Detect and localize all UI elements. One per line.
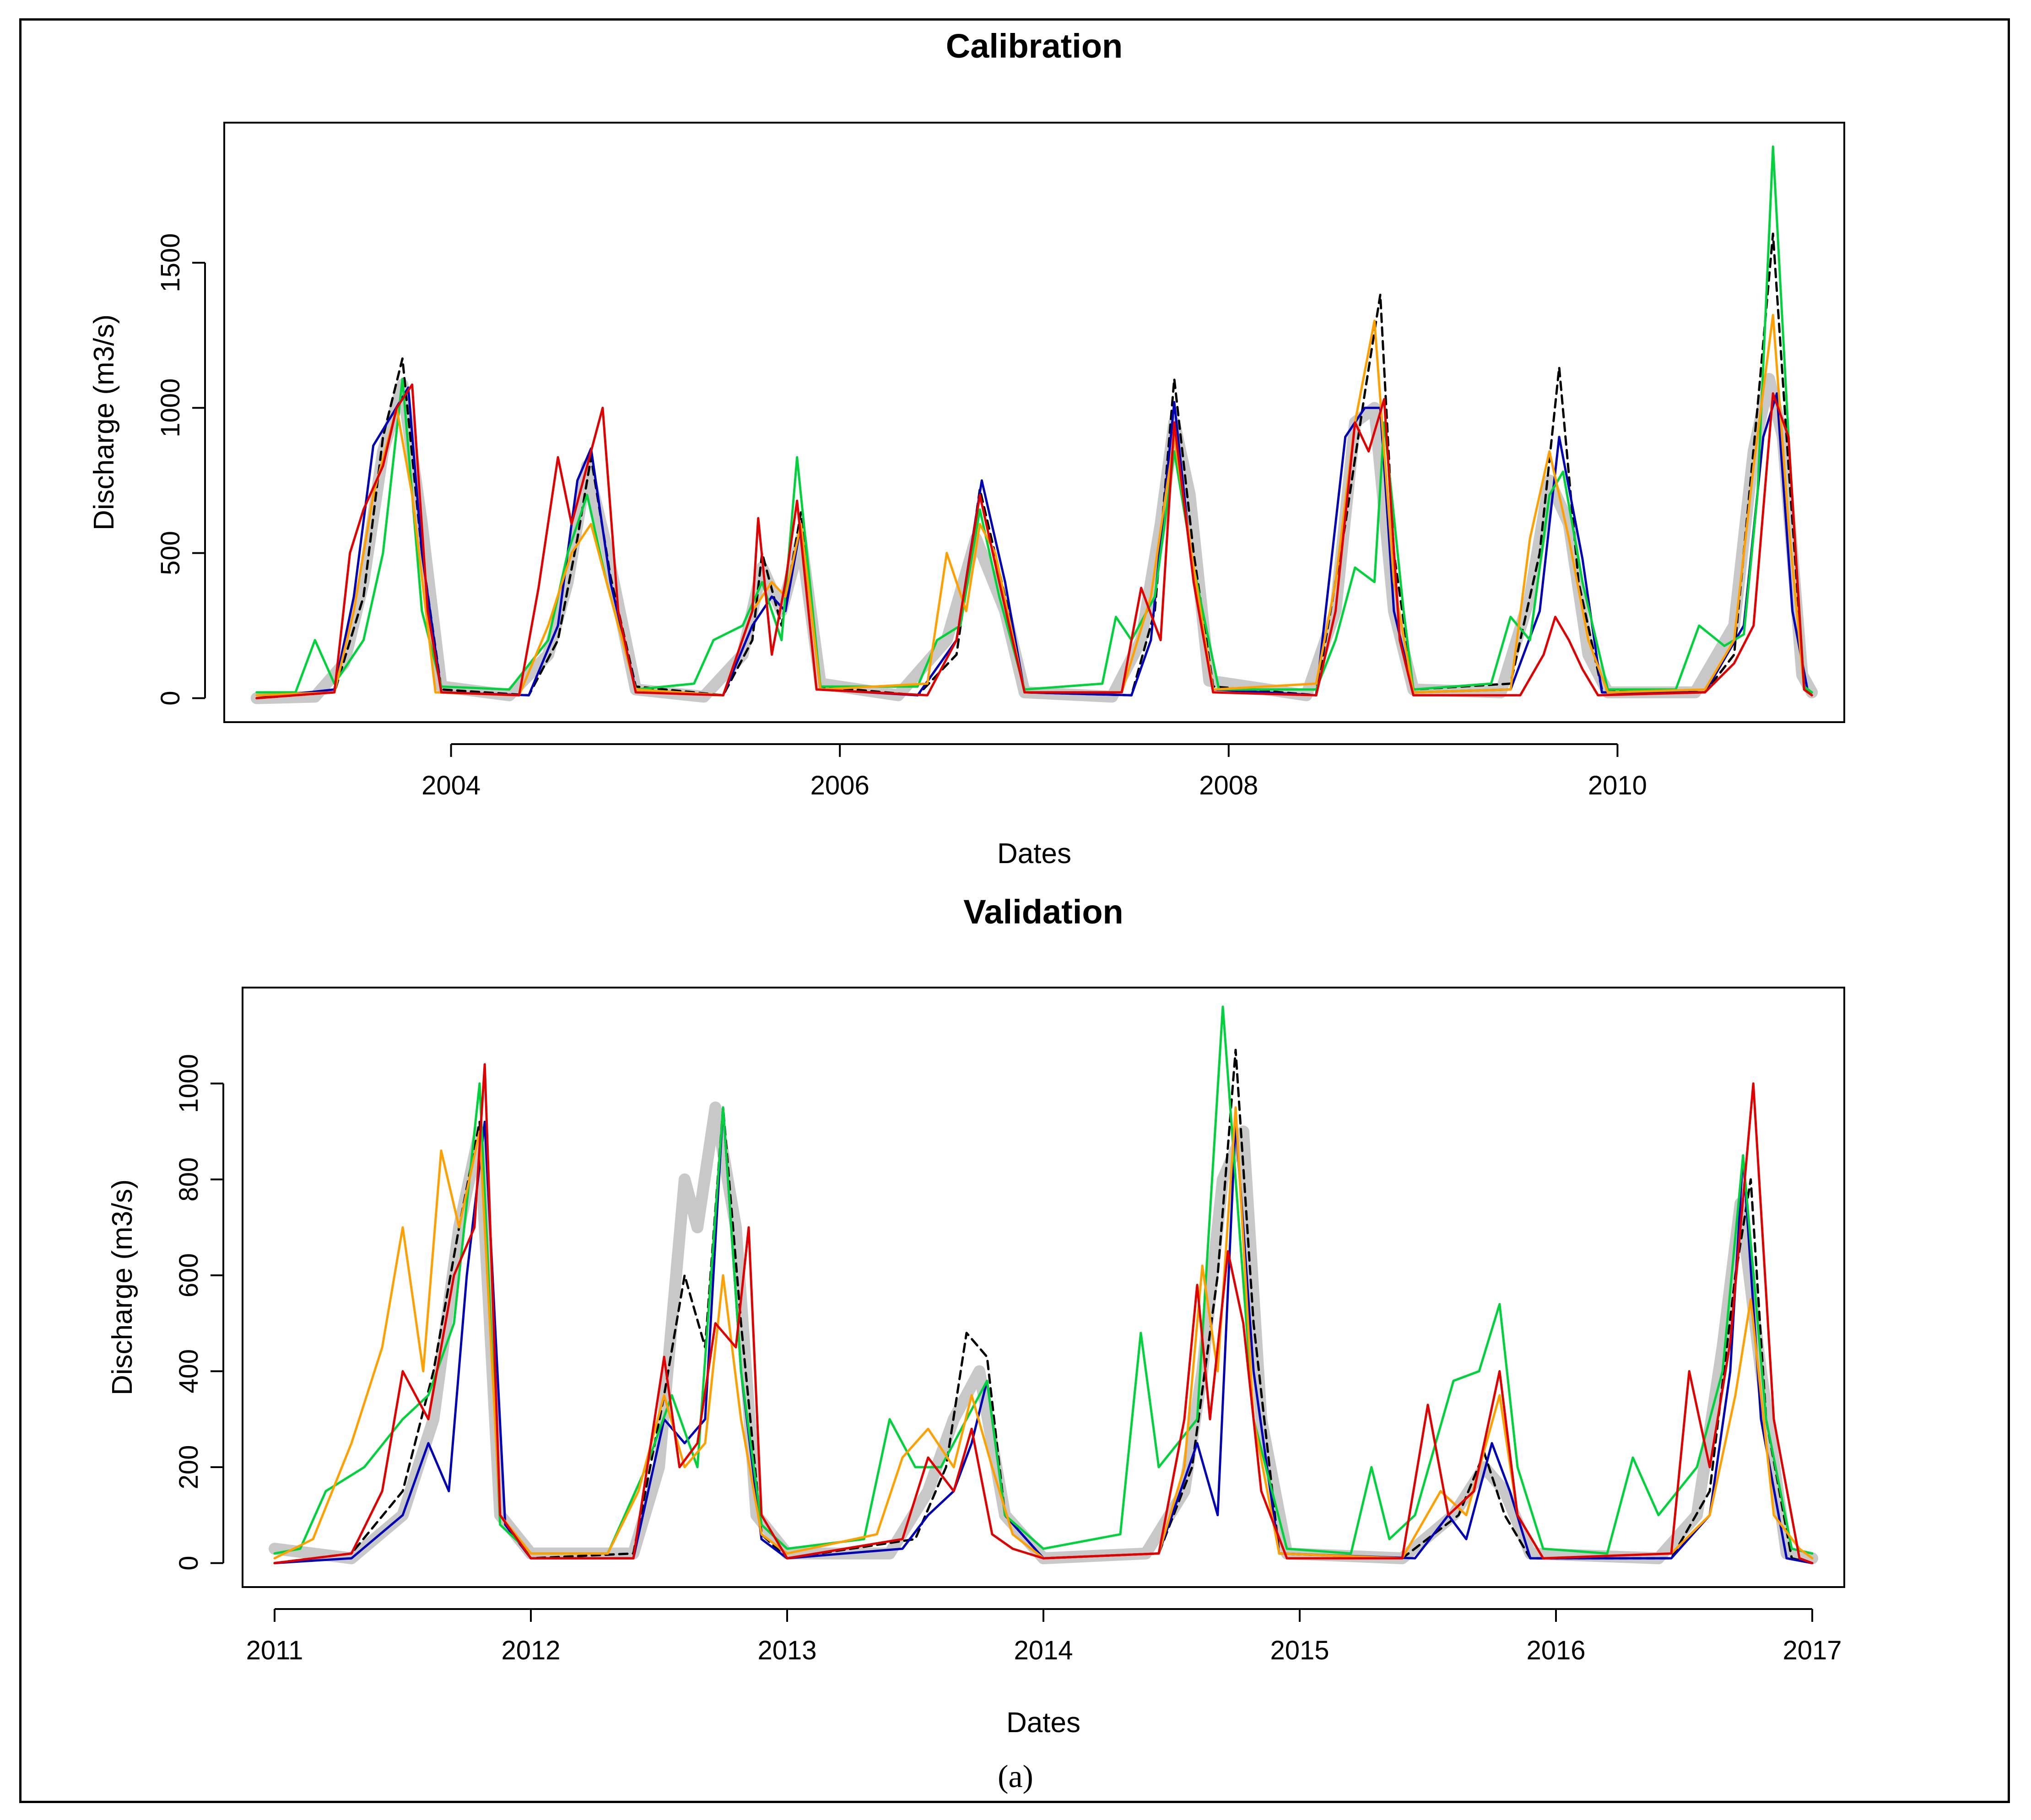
chart-title: Calibration <box>946 27 1123 65</box>
y-tick-label: 800 <box>174 1157 204 1202</box>
y-tick-label: 600 <box>174 1253 204 1297</box>
validation-panel: Validation 0 200 400 600 800 1000 2011 2012 2013 2… <box>107 893 1845 1739</box>
series-line-dashed <box>255 232 1813 700</box>
chart-title: Validation <box>963 893 1124 931</box>
x-tick-label: 2014 <box>1014 1636 1073 1665</box>
x-tick-label: 2011 <box>246 1636 303 1665</box>
y-axis-label: Discharge (m3/s) <box>107 1179 138 1395</box>
series-line-red <box>273 1063 1814 1565</box>
series-line-green <box>273 1005 1814 1555</box>
series-line-blue <box>273 1106 1814 1565</box>
series-line-red <box>255 383 1813 700</box>
series-group <box>250 145 1818 704</box>
calibration-panel: Calibration 0 500 1000 1500 2004 2006 2008 2010 D… <box>88 27 1845 869</box>
figure-caption: (a) <box>998 1759 1033 1794</box>
x-tick-label: 2004 <box>421 771 481 800</box>
series-group <box>269 1005 1818 1565</box>
series-line-green <box>255 145 1813 694</box>
x-tick-label: 2017 <box>1783 1636 1842 1665</box>
series-line-observed <box>269 1102 1818 1565</box>
x-tick-label: 2015 <box>1270 1636 1329 1665</box>
x-axis-label: Dates <box>1006 1707 1080 1739</box>
y-tick-label: 1000 <box>174 1054 204 1113</box>
x-axis-label: Dates <box>997 838 1071 869</box>
x-tick-label: 2016 <box>1526 1636 1585 1665</box>
y-tick-label: 0 <box>174 1555 204 1570</box>
y-tick-label: 1000 <box>156 378 185 437</box>
series-line-dashed <box>273 1048 1814 1565</box>
x-tick-label: 2013 <box>757 1636 816 1665</box>
x-tick-label: 2012 <box>501 1636 560 1665</box>
y-tick-label: 400 <box>174 1349 204 1393</box>
y-tick-label: 200 <box>174 1445 204 1490</box>
figure-frame <box>19 18 2010 1803</box>
y-axis-label: Discharge (m3/s) <box>88 314 120 530</box>
y-tick-label: 1500 <box>156 233 185 292</box>
series-line-orange <box>255 313 1813 697</box>
plot-frame <box>223 122 1845 723</box>
x-tick-label: 2008 <box>1199 771 1258 800</box>
y-tick-label: 500 <box>156 531 185 575</box>
x-tick-label: 2010 <box>1588 771 1647 800</box>
x-tick-label: 2006 <box>810 771 870 800</box>
series-line-orange <box>273 1106 1814 1560</box>
y-tick-label: 0 <box>156 691 185 705</box>
plot-frame <box>242 987 1845 1588</box>
